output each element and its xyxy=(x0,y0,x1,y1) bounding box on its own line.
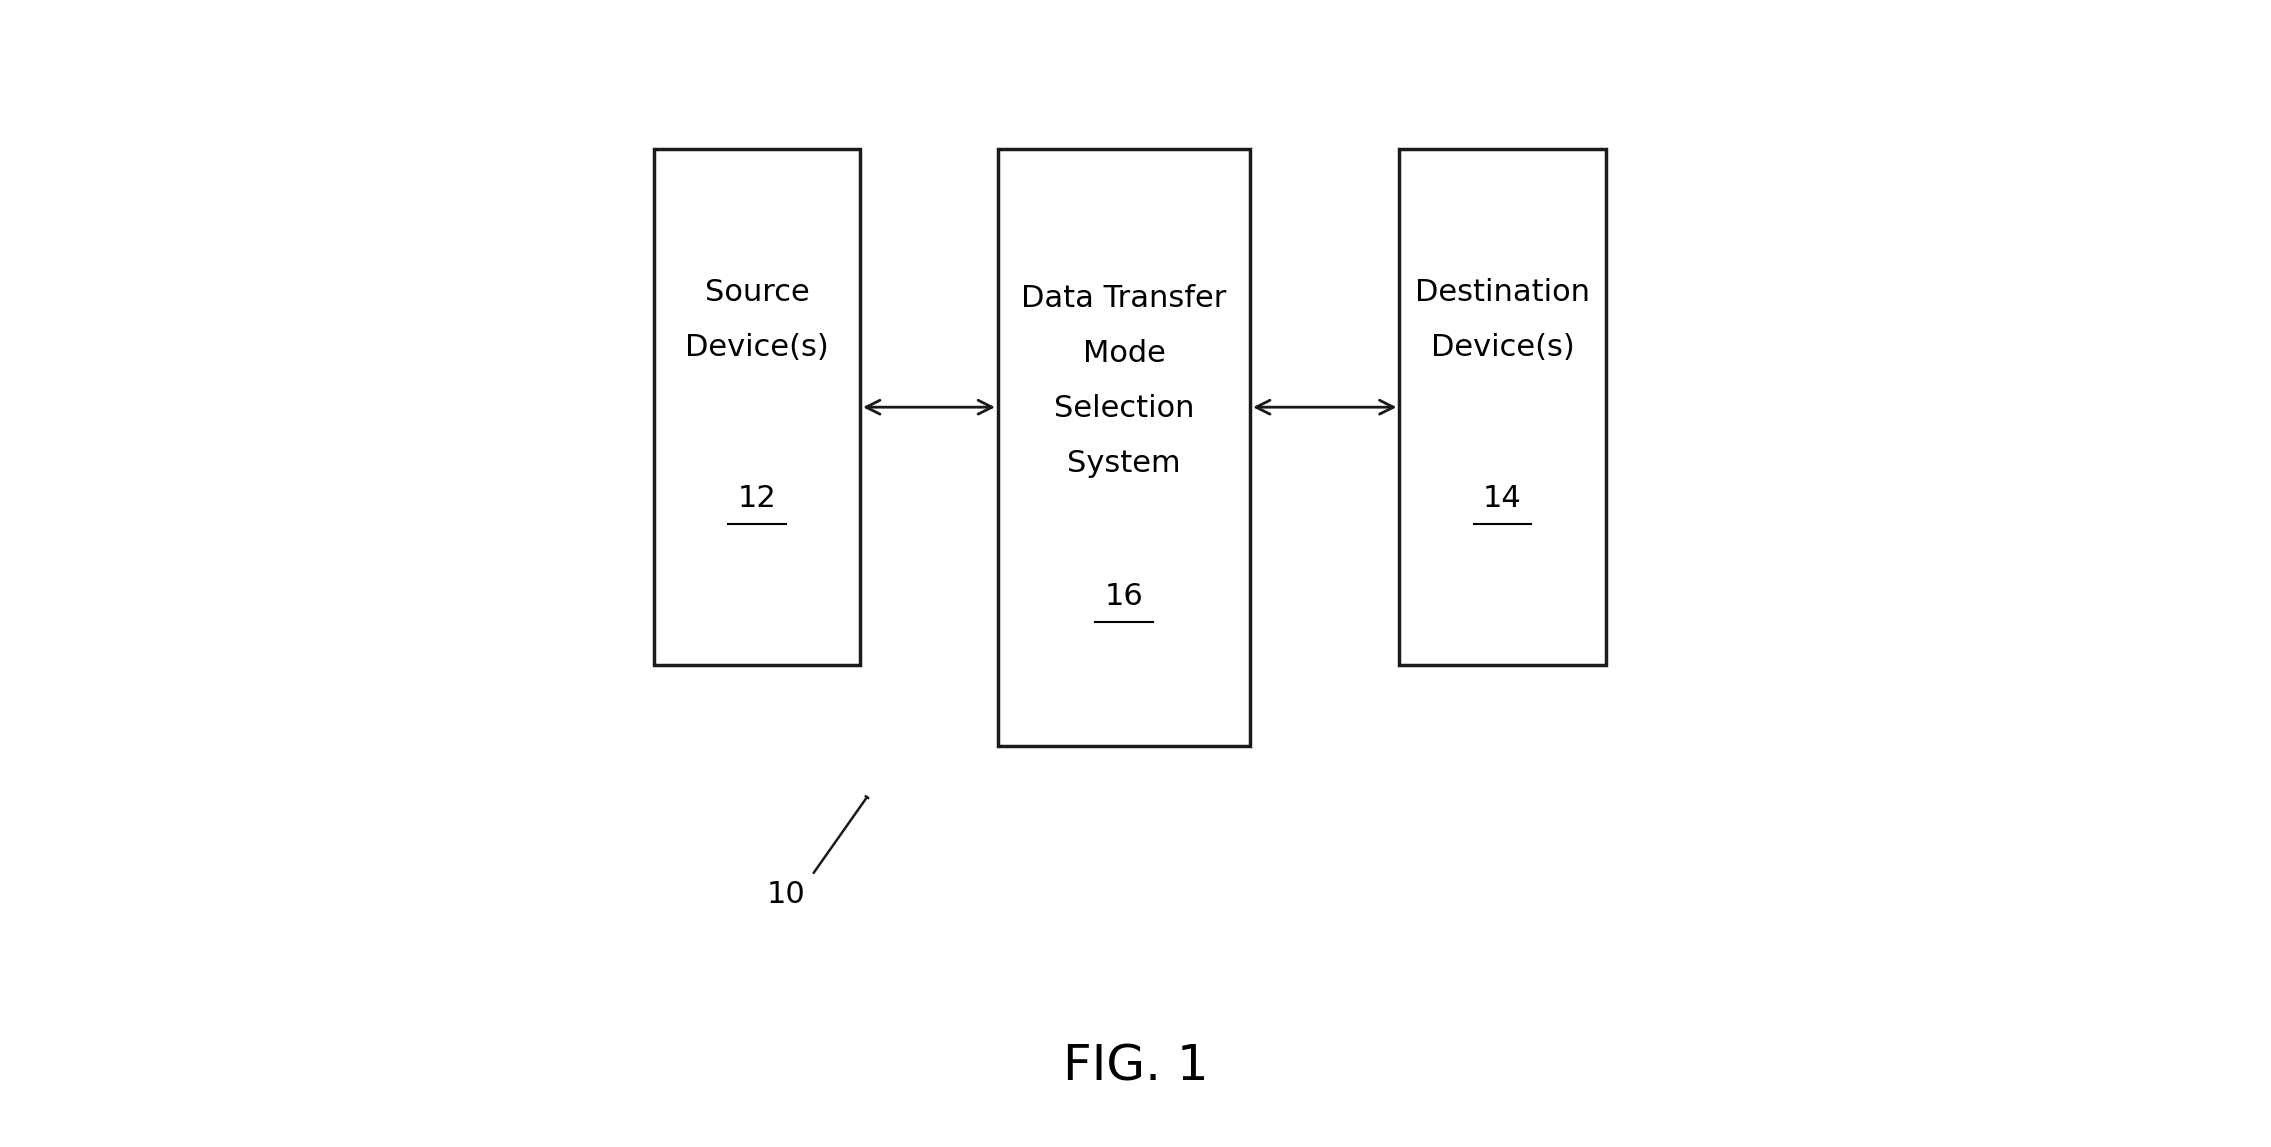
Text: 16: 16 xyxy=(1104,582,1142,611)
Text: 12: 12 xyxy=(738,484,777,514)
Text: Device(s): Device(s) xyxy=(686,333,829,362)
FancyBboxPatch shape xyxy=(654,149,861,665)
Text: Device(s): Device(s) xyxy=(1431,333,1574,362)
Text: Selection: Selection xyxy=(1054,393,1195,423)
Text: FIG. 1: FIG. 1 xyxy=(1063,1043,1208,1091)
Text: System: System xyxy=(1067,448,1181,478)
Text: Destination: Destination xyxy=(1415,278,1590,307)
Text: Data Transfer: Data Transfer xyxy=(1022,283,1226,313)
Text: 10: 10 xyxy=(765,880,804,910)
FancyBboxPatch shape xyxy=(997,149,1251,746)
FancyBboxPatch shape xyxy=(1399,149,1606,665)
Text: 14: 14 xyxy=(1483,484,1522,514)
Text: Source: Source xyxy=(704,278,808,307)
Text: Mode: Mode xyxy=(1083,338,1165,368)
